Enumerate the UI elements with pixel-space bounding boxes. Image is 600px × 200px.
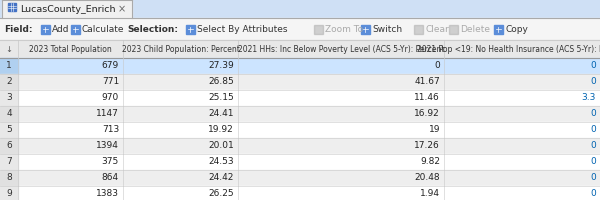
Text: 713: 713 [102,126,119,134]
Text: 17.26: 17.26 [414,142,440,150]
Text: 27.39: 27.39 [208,62,234,71]
Text: 0: 0 [590,77,596,86]
Text: 9.82: 9.82 [420,158,440,166]
Text: 1: 1 [6,62,12,71]
Bar [0,40,600,58]
Text: Select By Attributes: Select By Attributes [197,24,287,33]
Bar [413,24,422,33]
Bar [0,154,600,170]
Text: Zoom To: Zoom To [325,24,363,33]
Text: 5: 5 [6,126,12,134]
Text: 20.01: 20.01 [208,142,234,150]
Bar [0,154,18,170]
Text: Delete: Delete [460,24,490,33]
Bar [0,90,600,106]
Text: 9: 9 [6,190,12,198]
Text: 1383: 1383 [96,190,119,198]
Bar [0,122,600,138]
Text: Add: Add [52,24,70,33]
Text: ↓: ↓ [5,45,13,53]
Text: 2023 Child Population: Percent: 2023 Child Population: Percent [122,45,239,53]
Bar [0,90,18,106]
Text: 2021 HHs: Inc Below Poverty Level (ACS 5-Yr): Percent: 2021 HHs: Inc Below Poverty Level (ACS 5… [238,45,444,53]
Text: 679: 679 [102,62,119,71]
Text: 8: 8 [6,173,12,182]
Text: 1.94: 1.94 [420,190,440,198]
Bar [0,170,600,186]
Text: 0: 0 [590,158,596,166]
Text: 20.48: 20.48 [415,173,440,182]
Text: 0: 0 [590,126,596,134]
Text: 7: 7 [6,158,12,166]
Text: 375: 375 [102,158,119,166]
Bar [0,186,600,200]
Text: 24.42: 24.42 [209,173,234,182]
Text: 41.67: 41.67 [414,77,440,86]
Bar [0,170,18,186]
Text: Selection:: Selection: [127,24,178,33]
Text: 0: 0 [590,62,596,71]
Bar [71,24,79,33]
Text: Field:: Field: [4,24,32,33]
Text: 1147: 1147 [96,110,119,118]
Text: 16.92: 16.92 [414,110,440,118]
Text: 6: 6 [6,142,12,150]
Text: 3.3: 3.3 [581,94,596,102]
Text: 0: 0 [590,142,596,150]
Bar [0,106,600,122]
Text: 24.53: 24.53 [208,158,234,166]
Bar [493,24,503,33]
Text: ×: × [118,4,126,14]
Text: 4: 4 [6,110,12,118]
Bar [8,3,16,11]
Bar [0,18,600,40]
Bar [0,186,18,200]
Text: 3: 3 [6,94,12,102]
Text: Switch: Switch [372,24,402,33]
Bar [0,106,18,122]
Text: 2023 Total Population: 2023 Total Population [29,45,112,53]
Bar [0,74,18,90]
Text: 19: 19 [428,126,440,134]
Text: 1394: 1394 [96,142,119,150]
Bar [0,0,600,18]
Bar [2,0,132,17]
Text: 2: 2 [6,77,12,86]
Bar [361,24,370,33]
Bar [185,24,194,33]
Text: 25.15: 25.15 [208,94,234,102]
Bar [0,74,600,90]
Text: 0: 0 [590,110,596,118]
Text: LucasCounty_Enrich: LucasCounty_Enrich [20,4,115,14]
Text: 11.46: 11.46 [414,94,440,102]
Text: 0: 0 [590,190,596,198]
Bar [449,24,458,33]
Text: Copy: Copy [505,24,528,33]
Text: 0: 0 [434,62,440,71]
Text: 19.92: 19.92 [208,126,234,134]
Bar [0,122,18,138]
Text: 771: 771 [102,77,119,86]
Text: 970: 970 [102,94,119,102]
Bar [0,58,600,74]
Bar [314,24,323,33]
Text: 26.85: 26.85 [208,77,234,86]
Text: 24.41: 24.41 [209,110,234,118]
Bar [0,138,600,154]
Bar [0,58,18,74]
Text: 0: 0 [590,173,596,182]
Text: 26.25: 26.25 [208,190,234,198]
Bar [41,24,49,33]
Text: 864: 864 [102,173,119,182]
Text: Clear: Clear [425,24,449,33]
Bar [0,138,18,154]
Text: Calculate: Calculate [82,24,125,33]
Text: 2021 Pop <19: No Health Insurance (ACS 5-Yr): Percent: 2021 Pop <19: No Health Insurance (ACS 5… [416,45,600,53]
